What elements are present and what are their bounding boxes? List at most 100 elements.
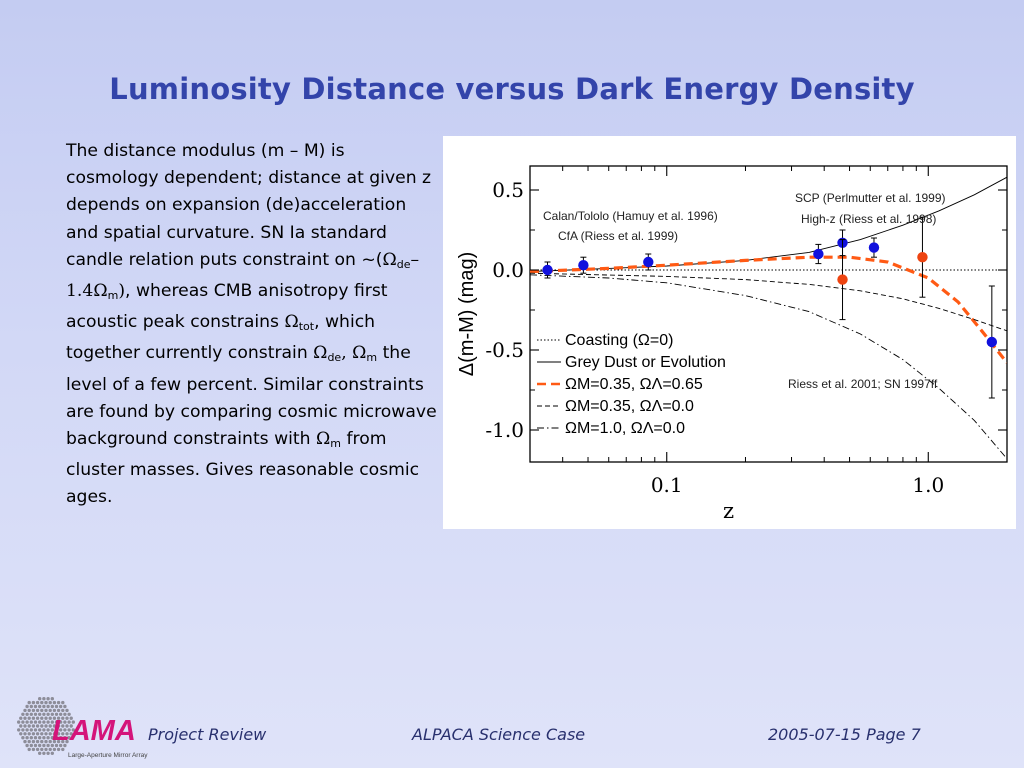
logo-dot: [29, 728, 33, 732]
logo-dot: [35, 732, 40, 736]
subscript-m: m: [107, 289, 119, 303]
logo-dot: [42, 704, 46, 709]
logo-dot: [25, 736, 29, 740]
logo-dot: [21, 736, 25, 740]
logo-dot: [27, 732, 31, 736]
subscript-de: de: [396, 257, 411, 271]
logo-dot: [40, 732, 44, 736]
logo-dot: [27, 747, 31, 752]
logo-dot: [54, 712, 59, 716]
logo-dot: [65, 708, 69, 713]
logo-dot: [17, 720, 21, 724]
logo-dot: [31, 708, 36, 713]
data-point: [542, 261, 553, 279]
subscript-m: m: [330, 437, 342, 451]
logo-dot: [48, 708, 52, 713]
logo-dot: [46, 751, 50, 755]
logo-dot: [40, 716, 44, 720]
logo-dot: [42, 720, 46, 724]
logo-dot: [38, 736, 42, 740]
body-text: The distance modulus (m – M) is cosmolog…: [66, 138, 438, 512]
logo-dot: [65, 716, 69, 720]
y-tick-label: 0.5: [492, 178, 524, 202]
body-part: from cluster masses. Gives reasonable co…: [66, 429, 420, 508]
subscript-tot: tot: [298, 320, 315, 334]
annotation-label: SCP (Perlmutter et al. 1999): [795, 191, 946, 205]
series-line-solid: [530, 176, 1007, 273]
logo-dot: [48, 724, 52, 728]
logo-dot: [56, 700, 61, 705]
logo-dot: [59, 704, 63, 709]
logo-dot: [61, 724, 65, 728]
logo-dot: [23, 724, 27, 728]
logo-dot: [50, 743, 54, 748]
logo-dot: [54, 743, 59, 748]
x-tick-label: 0.1: [651, 473, 683, 497]
comma: ,: [341, 343, 353, 364]
logo-dot: [42, 712, 46, 716]
logo-dot: [25, 712, 29, 716]
legend-label: Grey Dust or Evolution: [565, 354, 726, 371]
logo-dot: [21, 720, 25, 724]
logo-dot: [63, 712, 67, 716]
logo-dot: [56, 739, 61, 744]
logo-dot: [46, 736, 50, 740]
logo-dot: [35, 708, 40, 713]
logo-dot: [59, 712, 63, 716]
logo-dot: [38, 720, 42, 724]
data-point: [868, 237, 880, 258]
logo-dot: [46, 743, 50, 748]
y-tick-label: -1.0: [485, 418, 524, 442]
logo-dot: [40, 724, 44, 728]
point-marker: [917, 252, 928, 263]
logo-dot: [42, 743, 46, 748]
logo-dot: [63, 720, 67, 724]
logo-dot: [35, 724, 40, 728]
logo-dot: [65, 732, 69, 736]
logo-dot: [29, 720, 33, 724]
logo-dot: [25, 728, 29, 732]
logo-dot: [56, 732, 61, 736]
logo-dot: [50, 728, 54, 732]
slide-title: Luminosity Distance versus Dark Energy D…: [109, 72, 915, 106]
plot-frame: [529, 165, 1008, 463]
logo-dot: [65, 724, 69, 728]
lama-logo: LAMA Large-Aperture Mirror Array: [17, 697, 148, 759]
omega-symbol: Ω: [382, 249, 397, 270]
data-point: [917, 216, 928, 298]
logo-dot: [29, 743, 33, 748]
close-paren: ): [118, 281, 126, 302]
logo-dot: [29, 736, 33, 740]
omega-symbol: Ω: [316, 429, 331, 450]
logo-dot: [67, 728, 71, 732]
logo-dot: [25, 704, 29, 709]
annotation-label: Calan/Tololo (Hamuy et al. 1996): [543, 209, 718, 223]
logo-dot: [50, 704, 54, 709]
series-line-dashed: [530, 272, 1007, 332]
omega-symbol: Ω: [313, 343, 328, 364]
logo-dot: [35, 700, 40, 705]
point-marker: [643, 256, 654, 268]
point-marker: [868, 242, 880, 253]
legend-label: ΩM=0.35, ΩΛ=0.0: [565, 398, 694, 415]
logo-dot: [63, 743, 67, 748]
logo-dot: [56, 747, 61, 752]
y-axis-label: Δ(m-M) (mag): [456, 252, 478, 376]
logo-dot: [61, 732, 65, 736]
logo-text: LAMA: [52, 715, 136, 747]
logo-dot: [19, 716, 23, 720]
logo-dot: [31, 747, 36, 752]
omega-symbol: Ω: [93, 281, 108, 302]
logo-dot: [25, 743, 29, 748]
logo-dot: [48, 747, 52, 752]
logo-dot: [46, 712, 50, 716]
logo-dot: [52, 747, 57, 752]
logo-dot: [52, 724, 57, 728]
logo-dot: [56, 716, 61, 720]
annotation-label: CfA (Riess et al. 1999): [558, 229, 678, 243]
logo-dot: [44, 724, 48, 728]
mirror-array-dots: [17, 697, 75, 755]
logo-dot: [56, 708, 61, 713]
logo-dot: [63, 704, 67, 709]
logo-dot: [25, 720, 29, 724]
